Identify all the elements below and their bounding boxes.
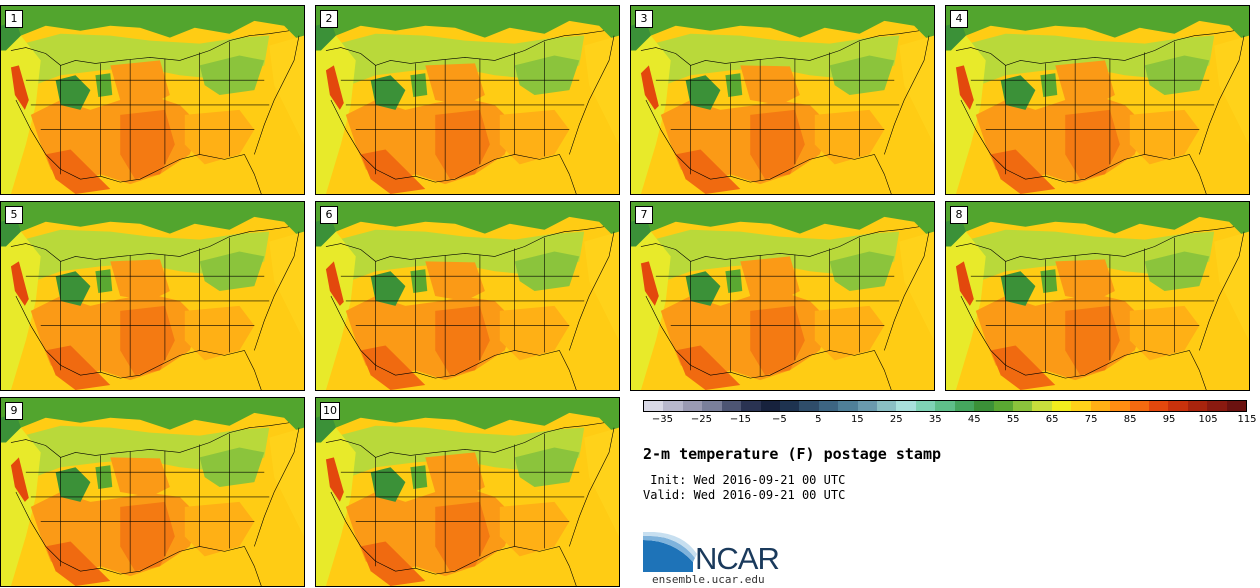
member-number-label: 5 (5, 206, 23, 224)
colorbar-tick: 35 (928, 414, 942, 425)
colorbar-tick: 25 (889, 414, 903, 425)
colorbar-tick: 75 (1084, 414, 1098, 425)
ncar-logo-text: NCAR (695, 541, 780, 576)
colorbar-swatch (857, 401, 878, 411)
colorbar-swatch (663, 401, 683, 411)
member-panel-2: 2 (315, 5, 620, 195)
temperature-map (946, 6, 1249, 194)
valid-time: Valid: Wed 2016-09-21 00 UTC (643, 488, 846, 502)
member-panel-4: 4 (945, 5, 1250, 195)
member-panel-3: 3 (630, 5, 935, 195)
member-number-label: 8 (950, 206, 968, 224)
colorbar-tick: −25 (690, 414, 712, 425)
init-time: Init: Wed 2016-09-21 00 UTC (643, 473, 846, 487)
colorbar-tick: 65 (1045, 414, 1059, 425)
colorbar-swatch (993, 401, 1014, 411)
member-panel-9: 9 (0, 397, 305, 587)
colorbar-swatch (1110, 401, 1130, 411)
colorbar-swatch (1168, 401, 1188, 411)
colorbar-swatch (974, 401, 994, 411)
member-number-label: 3 (635, 10, 653, 28)
colorbar-swatch (1090, 401, 1111, 411)
colorbar-tick: 115 (1237, 414, 1257, 425)
colorbar-swatch (818, 401, 839, 411)
colorbar-tick: 85 (1123, 414, 1137, 425)
temperature-map (631, 6, 934, 194)
member-number-label: 9 (5, 402, 23, 420)
colorbar-swatch (644, 401, 664, 411)
member-panel-6: 6 (315, 201, 620, 391)
temperature-colorbar (643, 400, 1247, 412)
colorbar-swatch (935, 401, 955, 411)
colorbar-swatch (721, 401, 742, 411)
colorbar-swatch (1129, 401, 1149, 411)
member-panel-5: 5 (0, 201, 305, 391)
member-number-label: 6 (320, 206, 338, 224)
colorbar-swatch (1148, 401, 1169, 411)
colorbar-swatch (954, 401, 975, 411)
colorbar-swatch (682, 401, 703, 411)
colorbar-tick: 105 (1198, 414, 1218, 425)
temperature-map (946, 202, 1249, 390)
colorbar-tick: −15 (729, 414, 751, 425)
member-number-label: 4 (950, 10, 968, 28)
member-panel-10: 10 (315, 397, 620, 587)
temperature-map (1, 202, 304, 390)
colorbar-tick: 45 (967, 414, 981, 425)
temperature-map (316, 398, 619, 586)
colorbar-swatch (877, 401, 897, 411)
member-number-label: 10 (320, 402, 340, 420)
colorbar-swatch (1226, 401, 1247, 411)
colorbar-swatch (779, 401, 800, 411)
colorbar-swatch (838, 401, 858, 411)
colorbar-swatch (799, 401, 819, 411)
colorbar-tick: 5 (815, 414, 822, 425)
colorbar-tick: −5 (772, 414, 787, 425)
member-number-label: 2 (320, 10, 338, 28)
colorbar-swatch (1071, 401, 1091, 411)
temperature-map (631, 202, 934, 390)
member-panel-8: 8 (945, 201, 1250, 391)
temperature-map (316, 202, 619, 390)
colorbar-tick: −35 (651, 414, 674, 425)
ensemble-url: ensemble.ucar.edu (652, 573, 765, 586)
colorbar-tick: 95 (1162, 414, 1176, 425)
colorbar-swatch (1187, 401, 1208, 411)
colorbar-tick: 15 (850, 414, 864, 425)
member-number-label: 7 (635, 206, 653, 224)
colorbar-swatch (760, 401, 780, 411)
colorbar-swatch (702, 401, 722, 411)
temperature-map (316, 6, 619, 194)
member-panel-7: 7 (630, 201, 935, 391)
colorbar-swatch (1013, 401, 1033, 411)
colorbar-swatch (915, 401, 936, 411)
figure-title: 2-m temperature (F) postage stamp (643, 445, 942, 463)
colorbar-swatch (1207, 401, 1227, 411)
member-panel-1: 1 (0, 5, 305, 195)
colorbar-swatch (1032, 401, 1052, 411)
colorbar-tick: 55 (1006, 414, 1020, 425)
temperature-map (1, 6, 304, 194)
temperature-map (1, 398, 304, 586)
colorbar-swatch (741, 401, 761, 411)
colorbar-swatch (896, 401, 916, 411)
member-number-label: 1 (5, 10, 23, 28)
colorbar-swatch (1051, 401, 1072, 411)
ncar-logo-icon (643, 532, 697, 572)
colorbar-tick-labels: −35 −25 −15 −5 5 15 25 35 45 55 65 75 85 95 105 115 (643, 414, 1257, 428)
